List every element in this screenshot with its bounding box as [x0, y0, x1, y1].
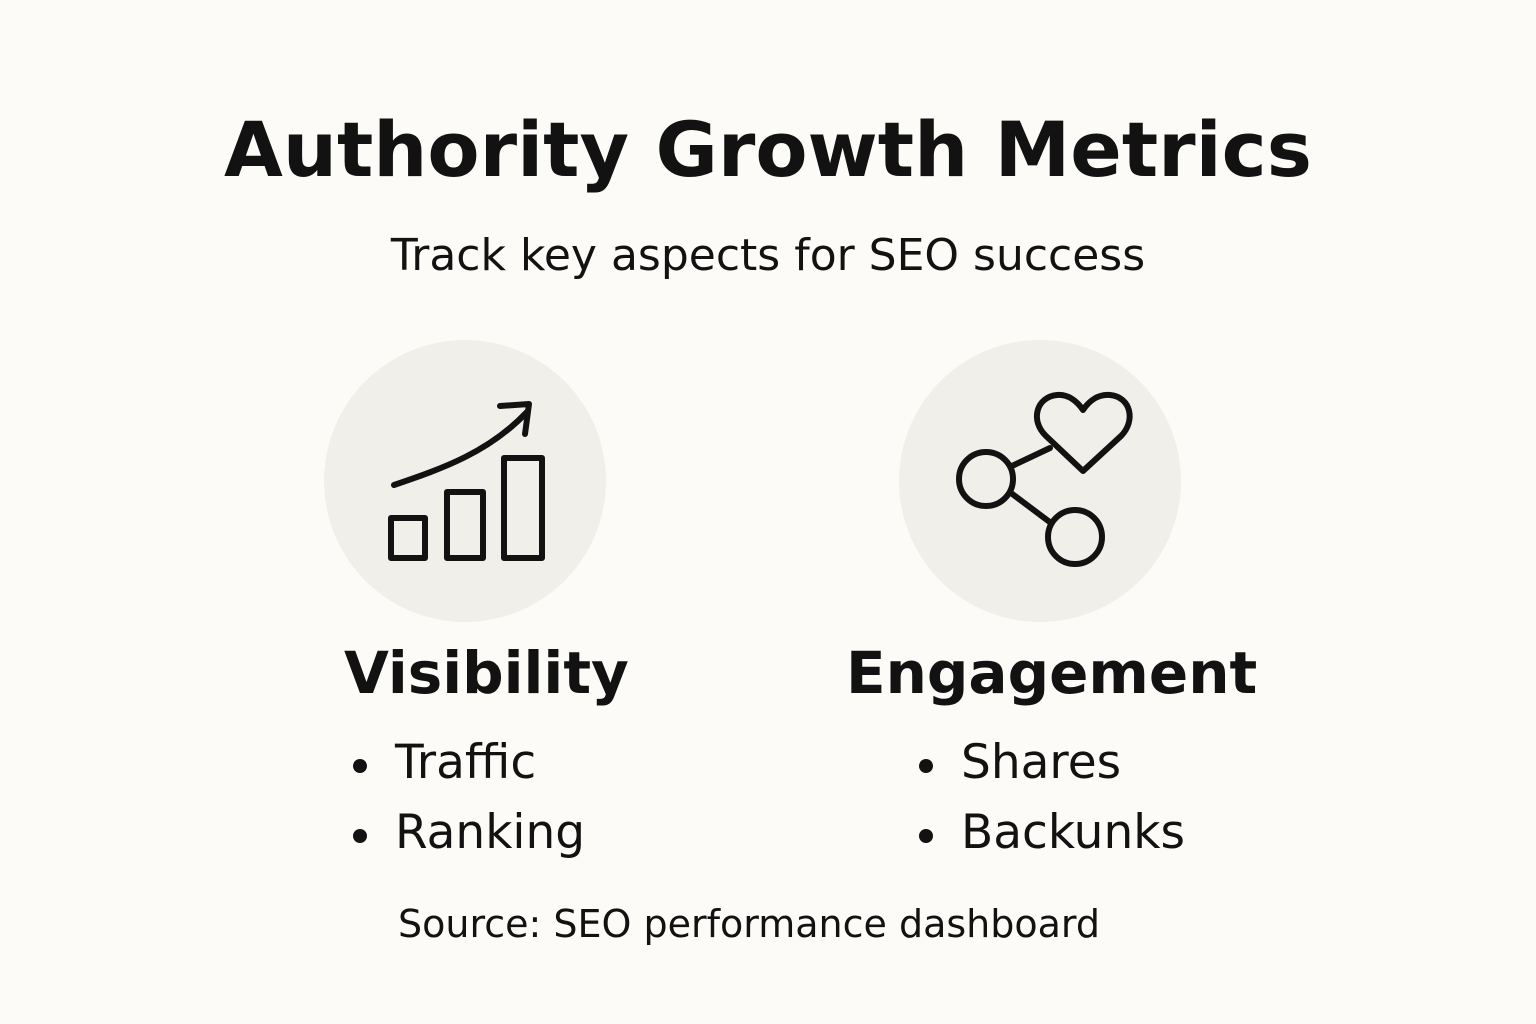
visibility-item-traffic: Traffic [348, 728, 585, 798]
engagement-item-shares: Shares [914, 728, 1185, 798]
engagement-list: Shares Backunks [914, 728, 1185, 868]
engagement-item-backlinks: Backunks [914, 798, 1185, 868]
growth-chart-icon [388, 401, 545, 561]
visibility-item-ranking: Ranking [348, 798, 585, 868]
page-subtitle: Track key aspects for SEO success [390, 230, 1146, 281]
visibility-heading: Visibility [344, 639, 629, 707]
share-heart-icon [956, 391, 1133, 567]
page-title: Authority Growth Metrics [224, 105, 1312, 194]
visibility-icon-circle [324, 340, 606, 622]
engagement-icon-circle [899, 340, 1181, 622]
visibility-list: Traffic Ranking [348, 728, 585, 868]
engagement-heading: Engagement [846, 639, 1258, 707]
source-note: Source: SEO performance dashboard [398, 902, 1100, 946]
